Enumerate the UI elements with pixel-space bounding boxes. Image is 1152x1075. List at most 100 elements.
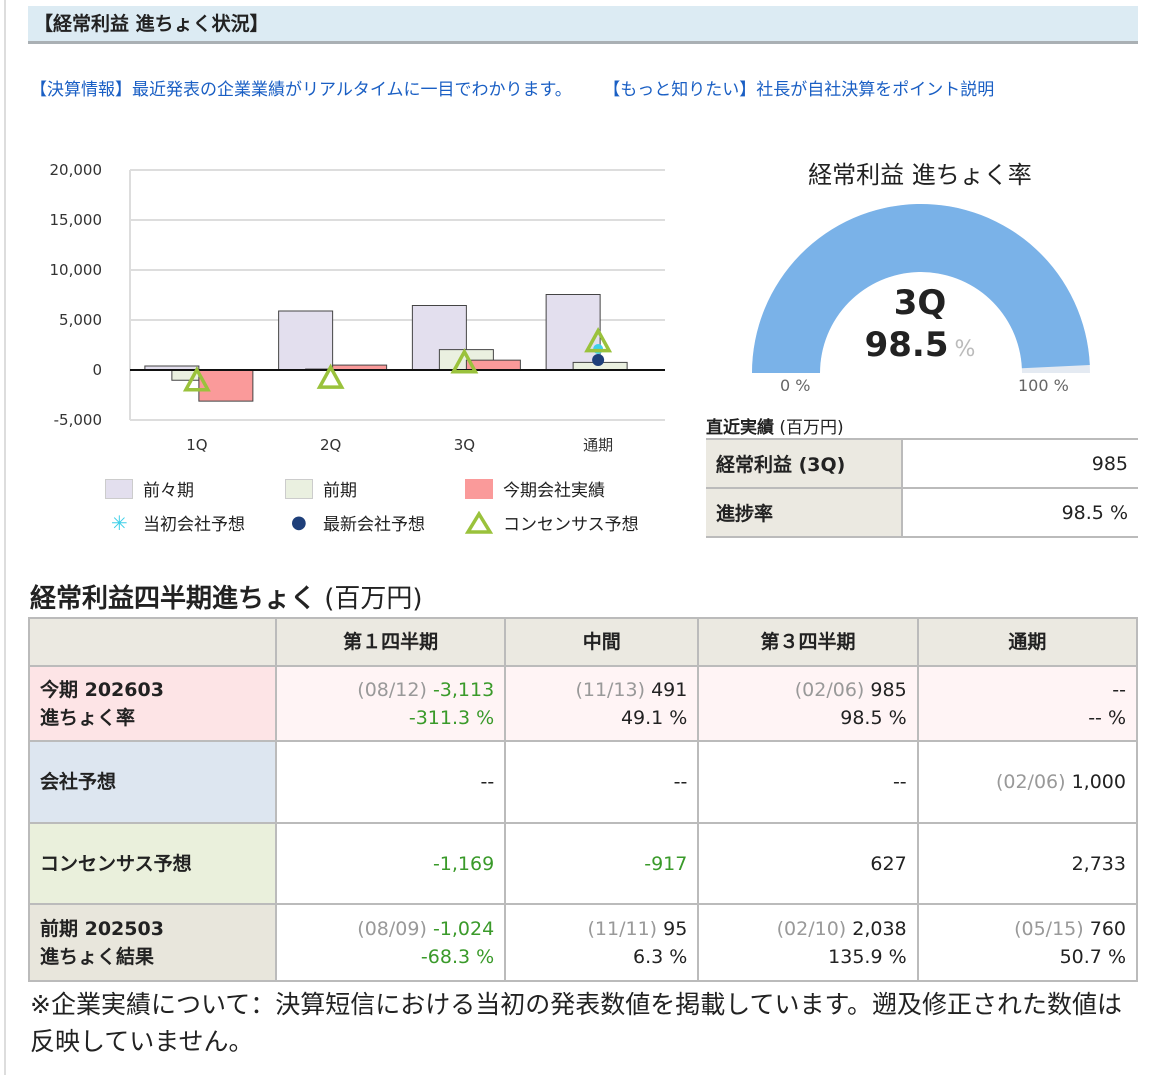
cell-value: 95 [663,917,688,940]
gauge-title: 経常利益 進ちょく率 [808,161,1032,189]
quarterly-unit: (百万円) [324,584,423,614]
table-cell: (02/06) 1,000 [916,740,1139,824]
table-row: 前期 202503 進ちょく結果 (08/09) -1,024 -68.3 % (11/… [28,903,1139,982]
cell-main: (02/10) 2,038 [709,915,907,943]
table-cell: 627 [697,822,919,905]
cell-value: -- [1112,678,1126,701]
cell-value: -1,024 [432,917,495,940]
cell-date: (11/13) [575,678,646,701]
legend-item: 今期会社実績 [465,476,605,501]
row-sublabel: 進ちょく結果 [40,945,155,968]
gauge-unit: % [954,337,976,362]
table-cell: (11/13) 491 49.1 % [504,665,700,742]
column-header: 第３四半期 [697,617,919,667]
legend-swatch [465,478,493,499]
column-header: 第１四半期 [274,617,507,667]
cell-main: -1,169 [287,850,494,878]
link-ceo-explanation[interactable]: 【もっと知りたい】社長が自社決算をポイント説明 [603,80,995,100]
legend-item: ✳ 当初会社予想 [111,510,245,536]
dot-icon: ● [291,512,307,533]
y-tick-label: 5,000 [59,311,102,329]
table-cell: 2,733 [916,822,1139,905]
row-label: 会社予想 [40,771,117,793]
table-cell: (05/15) 760 50.7 % [916,903,1139,982]
gauge-max-label: 100 % [1018,376,1069,395]
cell-main: -- [287,768,494,796]
row-header: 今期 202603 進ちょく率 [28,665,277,742]
cell-main: 2,733 [929,850,1126,878]
cell-date: (02/06) [794,678,865,701]
gauge-fill [752,204,1090,373]
cell-value: -- [673,771,688,793]
row-header: 会社予想 [28,740,277,824]
row-label: 進捗率 [706,487,903,538]
table-cell: (02/10) 2,038 135.9 % [697,903,919,982]
cell-main: -917 [516,850,687,878]
consensus-marker [584,327,613,353]
table-cell: -917 [504,822,700,905]
consensus-marker [450,348,479,374]
legend-swatch [105,478,133,499]
bar-今期会社実績 [198,369,254,402]
legend-item: コンセンサス予想 [465,510,639,535]
row-value: 985 [902,438,1138,489]
cell-value: 627 [870,852,907,875]
row-sublabel: 進ちょく率 [40,706,136,729]
x-tick-label: 1Q [186,436,207,454]
cell-date: (02/06) [995,771,1066,793]
footnote: ※企業実績について：決算短信における当初の発表数値を掲載しています。遡及修正され… [30,990,1122,1056]
cell-value: -1,169 [432,852,495,875]
x-tick-label: 2Q [320,436,341,454]
cell-value: -3,113 [432,678,495,701]
row-header: コンセンサス予想 [28,822,277,905]
cell-value: 985 [870,678,907,701]
cell-rate: -68.3 % [420,945,495,968]
link-earnings-info[interactable]: 【決算情報】最近発表の企業業績がリアルタイムに一目でわかります。 [30,80,572,100]
row-value: 98.5 % [902,487,1138,538]
gauge-period: 3Q [893,283,947,323]
cell-rate: 98.5 % [840,706,907,729]
table-cell: -- [274,740,507,824]
recent-title-text: 直近実績 [706,418,774,438]
cell-value: 1,000 [1071,771,1126,793]
triangle-icon [465,510,493,534]
gauge-value-number: 98.5 [864,325,949,365]
row-label: 経常利益 (3Q) [706,438,903,489]
cell-value: 491 [651,678,688,701]
table-cell: (08/12) -3,113 -311.3 % [274,665,507,742]
star-icon: ✳ [111,510,128,535]
cell-main: (11/11) 95 [516,915,688,943]
quarterly-title-text: 経常利益四半期進ちょく [30,584,317,614]
section-header: 【経常利益 進ちょく状況】 [28,6,1138,44]
cell-rate: 49.1 % [620,706,688,729]
cell-main: (08/12) -3,113 [287,676,494,704]
cell-rate: -- % [1088,706,1126,729]
progress-bar-chart: 20,000 15,000 10,000 5,000 0 -5,000 1Q 2Q 3Q 通期 [50,161,665,454]
y-tick-label: 0 [92,361,102,379]
cell-main: (11/13) 491 [516,676,687,704]
cell-main: (02/06) 985 [709,676,907,704]
table-row: 会社予想 -- -- -- (02/06) 1,000 [28,740,1139,824]
page-border [4,0,6,1075]
column-header [28,617,277,667]
table-cell: (11/11) 95 6.3 % [504,903,700,982]
cell-main: -- [516,768,688,796]
row-header: 前期 202503 進ちょく結果 [28,903,277,982]
cell-date: (08/09) [357,917,427,940]
y-tick-label: 20,000 [50,161,103,179]
cell-value: 2,733 [1071,852,1126,875]
column-header: 中間 [504,617,700,667]
consensus-marker [316,363,345,389]
table-cell: -- [697,740,919,824]
cell-rate: -311.3 % [408,706,495,729]
recent-results-table: 経常利益 (3Q) 985 進捗率 98.5 % [706,438,1138,538]
cell-value: -917 [644,852,688,875]
table-row: コンセンサス予想 -1,169 -917 627 2,733 [28,822,1139,905]
legend-label: 最新会社予想 [323,515,425,535]
table-cell: -- [504,740,700,824]
column-header: 通期 [916,617,1139,667]
legend-label: コンセンサス予想 [503,515,639,535]
legend-item: ● 最新会社予想 [291,510,425,535]
cell-main: -- [709,768,907,796]
gauge-value: 98.5% [840,325,1000,365]
